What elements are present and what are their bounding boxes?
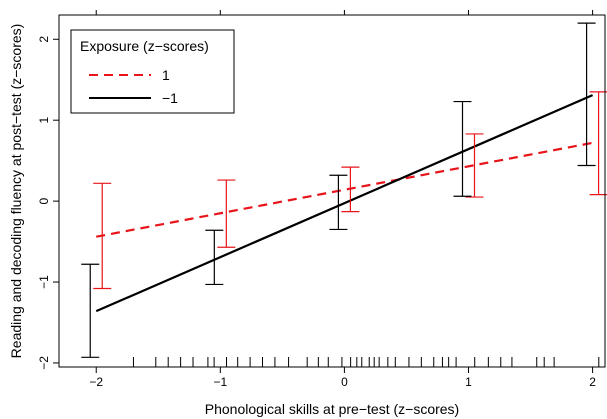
legend-title: Exposure (z−scores): [80, 38, 209, 54]
y-tick-label: 1: [37, 117, 51, 124]
y-tick-label: −1: [37, 275, 51, 289]
plot-frame: [58, 14, 606, 368]
x-tick-label: −2: [89, 375, 103, 389]
y-tick-label: 2: [37, 36, 51, 43]
legend-label-minus1: −1: [162, 90, 178, 106]
regression-lines: [95, 94, 594, 313]
x-axis: −2 −1 0 1 2: [89, 10, 596, 389]
y-tick-label: −2: [37, 356, 51, 370]
x-tick-label: 1: [465, 375, 472, 389]
series-minus1-line: [95, 94, 594, 313]
rug-group: [132, 357, 600, 367]
series-1-line: [96, 141, 593, 238]
y-tick-label: 0: [37, 197, 51, 204]
legend-label-1: 1: [162, 67, 170, 83]
y-axis: −2 −1 0 1 2: [37, 36, 59, 370]
legend: Exposure (z−scores) 1 −1: [70, 29, 235, 114]
x-tick-label: 0: [341, 375, 348, 389]
error-bars: [81, 22, 607, 358]
legend-box: [70, 29, 235, 114]
x-tick-label: −1: [213, 375, 227, 389]
y-axis-label: Reading and decoding fluency at post−tes…: [8, 24, 24, 359]
x-tick-label: 2: [589, 375, 596, 389]
x-axis-label: Phonological skills at pre−test (z−score…: [205, 401, 459, 417]
